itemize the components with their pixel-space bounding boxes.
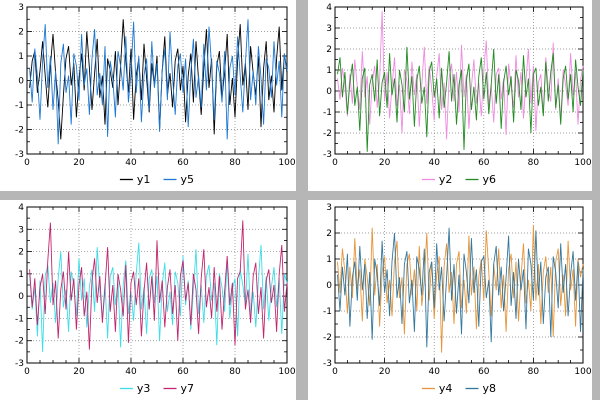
y-tick-label: 2 <box>326 229 332 239</box>
y-tick-label: -2 <box>323 333 332 343</box>
x-tick-label: 0 <box>24 367 30 377</box>
subplot-top-left: 0 20 40 60 80 100 3 2 1 0 -1 -2 -3 y1 y5 <box>0 0 296 191</box>
legend-label-y6: y6 <box>483 173 497 186</box>
y-tick-label: -3 <box>323 359 332 369</box>
y-tick-label: 4 <box>326 3 332 13</box>
x-tick-label: 80 <box>528 158 540 168</box>
chart-canvas-4: 0 20 40 60 80 100 3 2 1 0 -1 -2 -3 y4 y8 <box>323 203 592 395</box>
legend-label-y1: y1 <box>137 173 151 186</box>
chart-canvas-2: 0 20 40 60 80 100 4 3 2 1 0 -1 -2 -3 y2 y6 <box>323 3 592 186</box>
y-tick-label: -2 <box>15 126 24 136</box>
x-tick-label: 100 <box>278 367 295 377</box>
x-tick-label: 40 <box>125 367 137 377</box>
x-tick-label: 20 <box>379 367 391 377</box>
y-tick-label: -3 <box>15 150 24 160</box>
x-tick-label: 60 <box>478 367 490 377</box>
x-tick-label: 60 <box>478 158 490 168</box>
x-tick-label: 80 <box>229 367 241 377</box>
y-tick-label: -1 <box>323 307 332 317</box>
y-tick-label: 2 <box>326 45 332 55</box>
y-tick-label: 0 <box>326 87 332 97</box>
x-tick-label: 80 <box>229 158 241 168</box>
x-tick-label: 100 <box>574 367 591 377</box>
x-tick-label: 20 <box>379 158 391 168</box>
y-tick-label: 3 <box>18 3 24 13</box>
y-tick-label: 4 <box>18 203 24 213</box>
y-tick-label: 2 <box>18 28 24 38</box>
y-tick-label: 0 <box>18 77 24 87</box>
y-tick-label: 3 <box>326 203 332 213</box>
legend-label-y3: y3 <box>137 382 151 395</box>
subplot-top-right: 0 20 40 60 80 100 4 3 2 1 0 -1 -2 -3 y2 y6 <box>308 0 592 191</box>
y-tick-label: -1 <box>323 108 332 118</box>
series-line-y7 <box>29 220 288 350</box>
x-tick-label: 100 <box>278 158 295 168</box>
x-tick-label: 40 <box>125 158 137 168</box>
y-tick-label: 3 <box>326 24 332 34</box>
legend-label-y4: y4 <box>439 382 453 395</box>
chart-canvas-1: 0 20 40 60 80 100 3 2 1 0 -1 -2 -3 y1 y5 <box>15 3 296 186</box>
series-line-y8 <box>337 227 584 348</box>
series-line-y5 <box>29 19 288 145</box>
x-tick-label: 60 <box>177 158 189 168</box>
chart-canvas-3: 0 20 40 60 80 100 4 3 2 1 0 -1 -2 -3 y3 y7 <box>15 203 296 395</box>
x-tick-label: 0 <box>332 367 338 377</box>
y-tick-label: 1 <box>326 66 332 76</box>
legend-label-y7: y7 <box>181 382 195 395</box>
x-tick-label: 0 <box>24 158 30 168</box>
series-line-y4 <box>337 225 584 353</box>
y-tick-label: 1 <box>18 270 24 280</box>
y-tick-label: 0 <box>18 292 24 302</box>
y-tick-label: 1 <box>18 52 24 62</box>
series-line-y6 <box>337 46 584 152</box>
series-line-y3 <box>29 242 288 352</box>
x-tick-label: 80 <box>528 367 540 377</box>
y-tick-label: 3 <box>18 225 24 235</box>
y-tick-label: -2 <box>15 337 24 347</box>
subplot-bottom-right: 0 20 40 60 80 100 3 2 1 0 -1 -2 -3 y4 y8 <box>308 200 592 400</box>
legend-label-y8: y8 <box>483 382 497 395</box>
y-tick-label: -2 <box>323 129 332 139</box>
x-tick-label: 20 <box>73 367 85 377</box>
legend-label-y5: y5 <box>181 173 195 186</box>
x-tick-label: 40 <box>428 367 440 377</box>
y-tick-label: -3 <box>323 150 332 160</box>
y-tick-label: -1 <box>15 314 24 324</box>
y-tick-label: 2 <box>18 248 24 258</box>
x-tick-label: 40 <box>428 158 440 168</box>
x-tick-label: 20 <box>73 158 85 168</box>
y-tick-label: -1 <box>15 101 24 111</box>
x-tick-label: 100 <box>574 158 591 168</box>
x-tick-label: 0 <box>332 158 338 168</box>
x-tick-label: 60 <box>177 367 189 377</box>
y-tick-label: 0 <box>326 281 332 291</box>
legend-label-y2: y2 <box>439 173 453 186</box>
y-tick-label: -3 <box>15 359 24 369</box>
subplot-bottom-left: 0 20 40 60 80 100 4 3 2 1 0 -1 -2 -3 y3 y7 <box>0 200 296 400</box>
y-tick-label: 1 <box>326 255 332 265</box>
